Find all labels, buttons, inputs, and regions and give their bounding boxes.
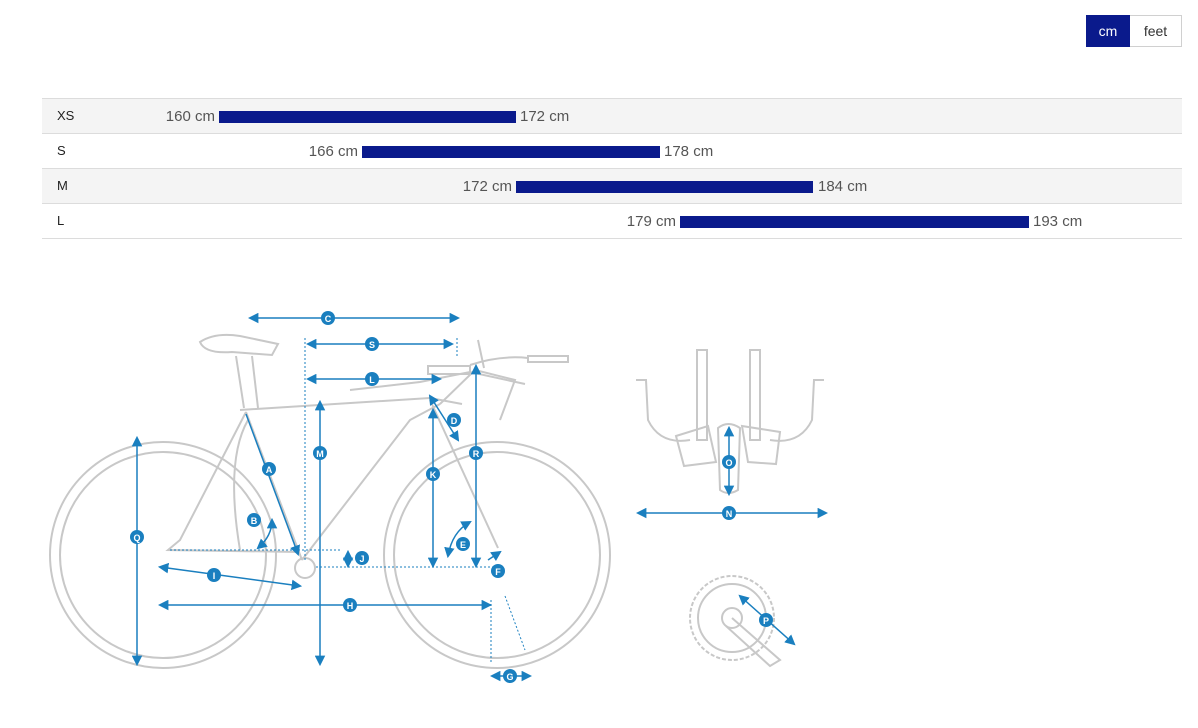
height-range-bar [516,181,813,193]
svg-text:O: O [725,458,732,468]
geometry-marker-a: A [262,462,276,476]
svg-text:P: P [763,616,769,626]
range-min-label: 179 cm [626,213,676,230]
geometry-marker-l: L [365,372,379,386]
svg-text:S: S [369,340,375,350]
size-table: XS 160 cm 172 cm S 166 cm 178 cm M 172 c… [42,98,1182,239]
svg-text:D: D [451,416,458,426]
range-max-label: 178 cm [664,143,714,160]
geometry-marker-i: I [207,568,221,582]
height-range-bar [680,216,1029,228]
geometry-marker-q: Q [130,530,144,544]
range-max-label: 172 cm [520,108,570,125]
size-row-s: S 166 cm 178 cm [42,133,1182,168]
size-label: M [57,178,68,193]
geometry-marker-r: R [469,446,483,460]
geometry-marker-c: C [321,311,335,325]
svg-text:J: J [359,554,364,564]
unit-cm-button[interactable]: cm [1086,15,1130,47]
range-min-label: 172 cm [462,178,512,195]
svg-text:L: L [369,375,375,385]
height-range-bar [219,111,516,123]
size-label: S [57,143,66,158]
range-min-label: 166 cm [308,143,358,160]
geometry-marker-f: F [491,564,505,578]
svg-text:B: B [251,516,258,526]
geometry-marker-o: O [722,455,736,469]
svg-text:Q: Q [133,533,140,543]
svg-text:C: C [325,314,332,324]
geometry-marker-s: S [365,337,379,351]
size-row-xs: XS 160 cm 172 cm [42,98,1182,133]
geometry-marker-b: B [247,513,261,527]
svg-text:R: R [473,449,480,459]
geometry-marker-g: G [503,669,517,683]
bike-frame-icon [49,333,611,669]
geometry-marker-d: D [447,413,461,427]
unit-feet-button[interactable]: feet [1130,15,1182,47]
geometry-marker-p: P [759,613,773,627]
range-max-label: 184 cm [818,178,868,195]
range-max-label: 193 cm [1033,213,1083,230]
reference-lines [170,338,526,664]
range-min-label: 160 cm [165,108,215,125]
geometry-marker-m: M [313,446,327,460]
size-label: L [57,213,65,228]
svg-text:A: A [266,465,273,475]
geometry-marker-e: E [456,537,470,551]
svg-text:E: E [460,540,466,550]
geometry-marker-h: H [343,598,357,612]
unit-toggle: cm feet [1086,15,1182,47]
svg-text:H: H [347,601,354,611]
geometry-marker-j: J [355,551,369,565]
svg-text:F: F [495,567,501,577]
size-label: XS [57,108,75,123]
dimension-lines [131,312,829,682]
svg-text:N: N [726,509,733,519]
size-row-l: L 179 cm 193 cm [42,203,1182,239]
svg-text:K: K [430,470,437,480]
geometry-marker-k: K [426,467,440,481]
svg-text:G: G [506,672,513,682]
svg-text:M: M [316,449,324,459]
size-row-m: M 172 cm 184 cm [42,168,1182,203]
height-range-bar [362,146,660,158]
geometry-marker-n: N [722,506,736,520]
handlebar-icon [636,349,824,494]
svg-text:I: I [213,571,216,581]
